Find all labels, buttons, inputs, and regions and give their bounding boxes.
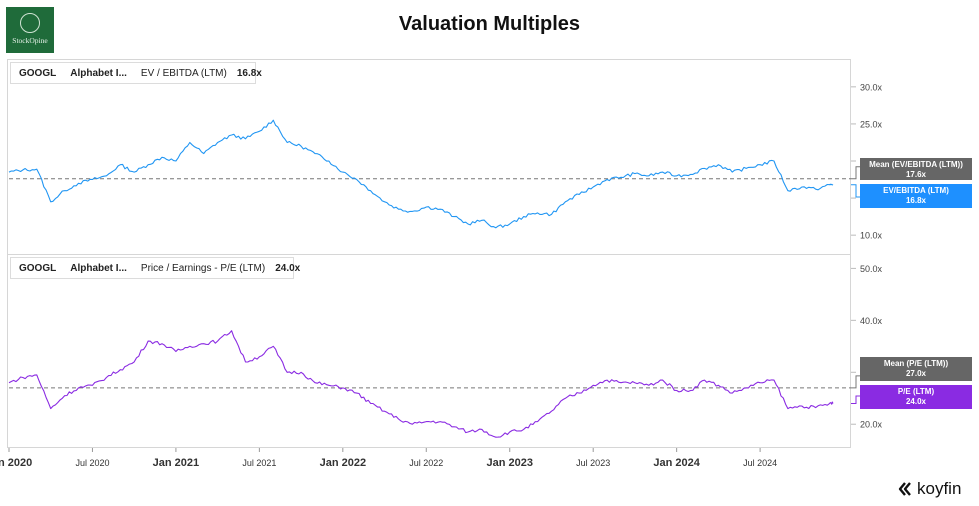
koyfin-logo-icon [898, 482, 911, 496]
tag-top-current-label: EV/EBITDA (LTM) [883, 186, 949, 195]
logo-text: StockOpine [12, 36, 48, 45]
legend-bottom-value: 24.0x [275, 262, 301, 274]
tag-top-current-value: 16.8x [905, 196, 927, 205]
legend-bottom-metric: Price / Earnings - P/E (LTM) [140, 262, 266, 274]
series-line [8, 330, 834, 438]
tag-top-current: EV/EBITDA (LTM) 16.8x [860, 184, 972, 208]
panel-divider [7, 254, 851, 255]
logo-emblem-icon [20, 13, 40, 33]
x-tick-label: Jan 2024 [653, 457, 700, 469]
mean-connector [851, 375, 860, 389]
tag-bottom-current-value: 24.0x [905, 397, 927, 406]
koyfin-brand-text: koyfin [917, 479, 962, 498]
legend-top-company: Alphabet I... [70, 67, 127, 79]
legend-bottom: GOOGL Alphabet I... Price / Earnings - P… [10, 257, 300, 279]
x-tick-label: Jan 2023 [486, 457, 532, 469]
current-connector [851, 184, 860, 198]
tag-bottom-mean-label: Mean (P/E (LTM)) [883, 359, 949, 368]
page-title: Valuation Multiples [398, 13, 581, 35]
tag-bottom-current: P/E (LTM) 24.0x [860, 385, 972, 409]
x-tick-label: Jul 2020 [75, 458, 109, 468]
tag-top-mean: Mean (EV/EBITDA (LTM)) 17.6x [860, 158, 972, 180]
y-tick-label: 30.0x [860, 82, 883, 92]
tag-top-mean-value: 17.6x [905, 170, 927, 179]
mean-connector [851, 166, 860, 180]
legend-top-ticker: GOOGL [19, 67, 57, 79]
y-tick-label: 10.0x [860, 231, 883, 241]
current-connector [851, 395, 860, 404]
x-tick-label: Jul 2024 [743, 458, 777, 468]
x-tick-label: Jan 2020 [0, 457, 32, 469]
legend-top-value: 16.8x [236, 67, 262, 79]
chart-frame [7, 59, 851, 448]
tag-bottom-mean: Mean (P/E (LTM)) 27.0x [860, 357, 972, 381]
x-tick-label: Jul 2021 [242, 458, 276, 468]
y-tick-label: 20.0x [860, 420, 883, 430]
x-tick-label: Jul 2022 [409, 458, 443, 468]
x-tick-label: Jan 2022 [320, 457, 366, 469]
tag-bottom-current-label: P/E (LTM) [897, 387, 935, 396]
legend-bottom-company: Alphabet I... [70, 262, 127, 274]
legend-bottom-ticker: GOOGL [19, 262, 57, 274]
stockopine-logo: StockOpine [6, 7, 54, 53]
y-tick-label: 50.0x [860, 264, 883, 274]
series-line [8, 119, 834, 229]
tag-bottom-mean-value: 27.0x [905, 369, 927, 378]
x-tick-label: Jan 2021 [153, 457, 199, 469]
y-tick-label: 40.0x [860, 316, 883, 326]
legend-top: GOOGL Alphabet I... EV / EBITDA (LTM) 16… [10, 62, 262, 84]
y-tick-label: 25.0x [860, 119, 883, 129]
legend-top-metric: EV / EBITDA (LTM) [140, 67, 227, 79]
koyfin-brand: koyfin [898, 479, 961, 499]
x-tick-label: Jul 2023 [576, 458, 610, 468]
tag-top-mean-label: Mean (EV/EBITDA (LTM)) [869, 160, 963, 169]
